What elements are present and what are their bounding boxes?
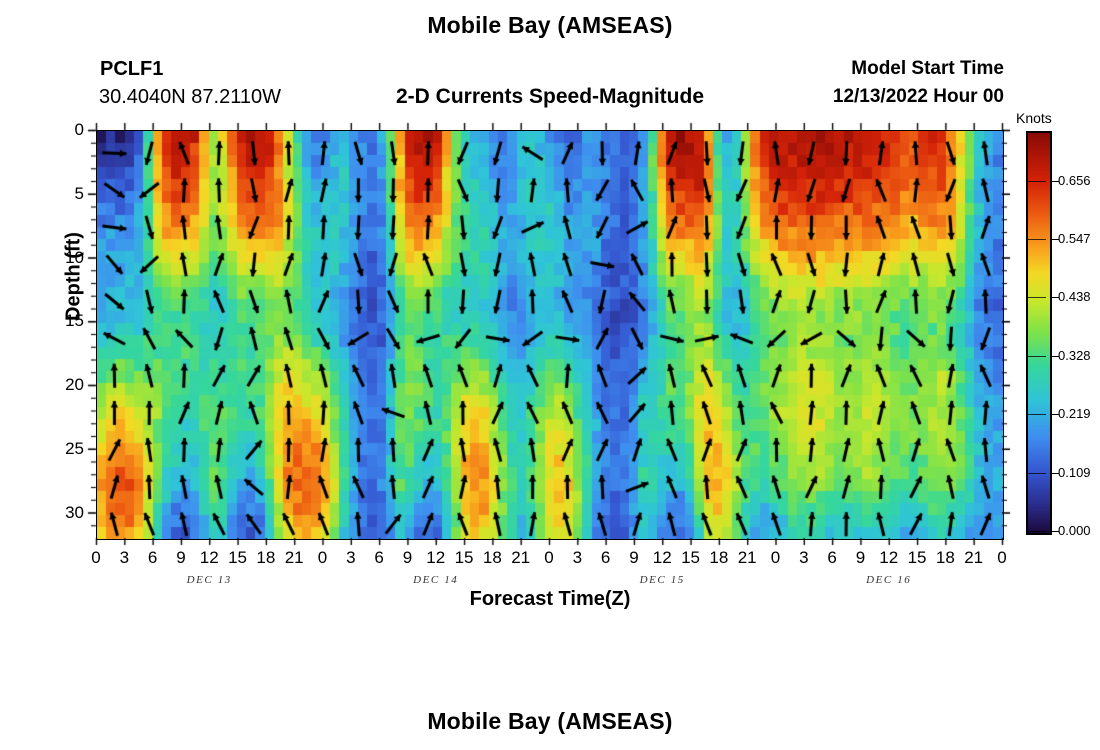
y-tick-label: 5 [74,183,84,203]
day-label: DEC 14 [413,574,459,586]
x-tick-label: 0 [91,548,101,567]
day-label: DEC 16 [866,574,912,586]
x-tick-label: 18 [935,548,955,567]
y-tick-label: 20 [65,375,84,394]
colorbar-tick-label: 0.438 [1058,289,1091,305]
colorbar-tick-mark [1050,472,1059,474]
x-tick-label: 3 [119,548,130,567]
x-tick-label: 9 [855,548,866,567]
x-tick-label: 9 [402,548,413,567]
x-tick-label: 6 [827,548,837,567]
colorbar [1026,131,1052,535]
x-tick-label: 21 [511,548,531,567]
colorbar-tick-mark [1050,297,1059,299]
x-tick-label: 0 [770,548,781,567]
colorbar-tick-label: 0.109 [1058,464,1091,480]
y-tick-label: 30 [65,502,84,522]
colorbar-separator [1028,297,1046,299]
x-tick-label: 3 [346,548,356,567]
colorbar-tick-label: 0.547 [1058,231,1091,247]
x-tick-label: 15 [228,548,248,567]
x-axis-title: Forecast Time(Z) [469,588,631,610]
colorbar-tick-label: 0.328 [1058,348,1091,364]
x-tick-label: 12 [879,548,899,567]
colorbar-separator [1028,356,1046,358]
x-tick-label: 3 [799,548,809,567]
x-tick-label: 18 [256,548,276,567]
y-tick-label: 10 [65,247,84,267]
x-tick-label: 18 [709,548,729,567]
x-tick-label: 15 [681,548,701,567]
colorbar-separator [1028,472,1046,474]
bottom-title: Mobile Bay (AMSEAS) [427,708,673,734]
x-tick-label: 6 [374,548,384,567]
model-start-time-label: Model Start Time [851,58,1004,79]
colorbar-tick-label: 0.000 [1058,523,1091,538]
model-start-time-value: 12/13/2022 Hour 00 [832,86,1004,107]
colorbar-tick-mark [1050,356,1059,358]
x-tick-label: 15 [907,548,927,567]
y-tick-label: 15 [65,311,84,331]
colorbar-tick-mark [1050,239,1059,241]
colorbar-tick-mark [1050,531,1059,532]
colorbar-separator [1028,531,1046,532]
colorbar-title: Knots [1016,110,1052,126]
x-tick-label: 9 [176,548,186,567]
colorbar-tick-label: 0.656 [1058,173,1091,189]
colorbar-tick-mark [1050,414,1059,416]
colorbar-separator [1028,181,1046,183]
x-tick-label: 18 [482,548,502,567]
colorbar-gradient-icon [1028,133,1050,533]
y-tick-label: 25 [65,438,84,458]
x-tick-label: 21 [284,548,304,567]
day-label: DEC 13 [186,574,232,586]
colorbar-tick-mark [1050,181,1059,183]
x-tick-label: 21 [737,548,757,567]
x-tick-label: 0 [997,548,1007,567]
x-tick-label: 3 [572,548,583,567]
x-tick-label: 12 [199,548,219,567]
y-axis-title: Depth (ft) [62,232,85,321]
x-tick-label: 0 [544,548,554,567]
colorbar-separator [1028,414,1046,416]
y-tick-label: 0 [74,120,84,139]
x-tick-label: 12 [652,548,672,567]
day-label: DEC 15 [639,574,685,586]
x-tick-label: 6 [600,548,611,567]
plot-area [96,130,1004,540]
currents-heatmap-canvas [97,131,1003,539]
colorbar-tick-label: 0.219 [1058,406,1091,422]
x-tick-label: 12 [426,548,446,567]
x-tick-label: 0 [317,548,328,567]
page-title: Mobile Bay (AMSEAS) [427,12,673,38]
x-tick-label: 9 [629,548,639,567]
x-tick-label: 6 [147,548,158,567]
x-tick-label: 21 [964,548,984,567]
colorbar-separator [1028,239,1046,241]
x-tick-label: 15 [454,548,474,567]
station-id: PCLF1 [100,58,164,80]
